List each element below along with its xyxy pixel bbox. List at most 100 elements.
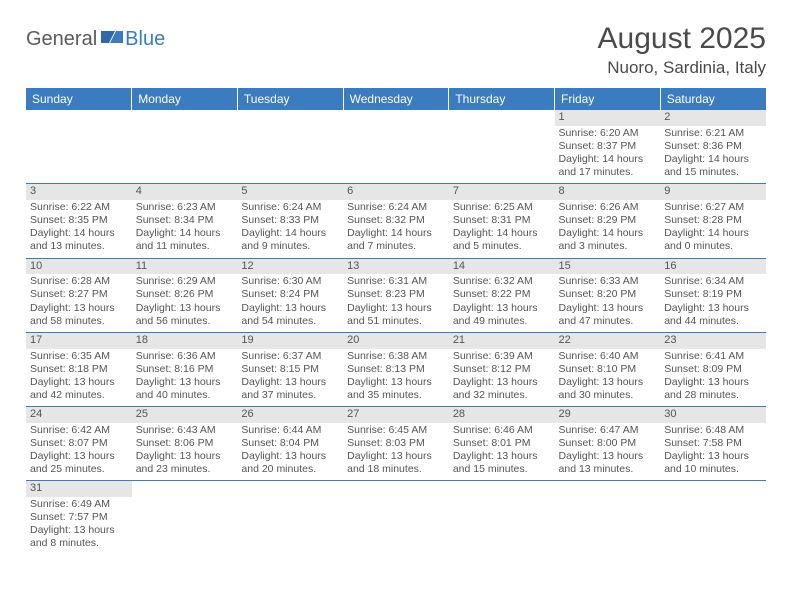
sunset-line: Sunset: 8:24 PM	[241, 288, 339, 301]
calendar-day-cell: 28Sunrise: 6:46 AMSunset: 8:01 PMDayligh…	[449, 407, 555, 481]
sunrise-line: Sunrise: 6:24 AM	[241, 201, 339, 214]
sunset-line: Sunset: 8:06 PM	[136, 437, 234, 450]
weekday-header: Thursday	[449, 88, 555, 110]
sunrise-line: Sunrise: 6:46 AM	[453, 424, 551, 437]
daylight-line: Daylight: 14 hours and 5 minutes.	[453, 227, 551, 253]
calendar-day-cell: 12Sunrise: 6:30 AMSunset: 8:24 PMDayligh…	[237, 258, 343, 332]
sunset-line: Sunset: 8:18 PM	[30, 363, 128, 376]
calendar-day-cell: 7Sunrise: 6:25 AMSunset: 8:31 PMDaylight…	[449, 184, 555, 258]
logo-text-blue: Blue	[125, 28, 165, 51]
sunset-line: Sunset: 8:19 PM	[664, 288, 762, 301]
calendar-day-cell: 18Sunrise: 6:36 AMSunset: 8:16 PMDayligh…	[132, 332, 238, 406]
calendar-day-cell	[449, 481, 555, 555]
day-number: 12	[237, 259, 343, 275]
day-number: 23	[660, 333, 766, 349]
weekday-header: Sunday	[26, 88, 132, 110]
daylight-line: Daylight: 13 hours and 56 minutes.	[136, 302, 234, 328]
daylight-line: Daylight: 13 hours and 54 minutes.	[241, 302, 339, 328]
sunset-line: Sunset: 7:57 PM	[30, 511, 128, 524]
day-number: 10	[26, 259, 132, 275]
daylight-line: Daylight: 13 hours and 49 minutes.	[453, 302, 551, 328]
day-number: 13	[343, 259, 449, 275]
calendar-day-cell: 3Sunrise: 6:22 AMSunset: 8:35 PMDaylight…	[26, 184, 132, 258]
sunrise-line: Sunrise: 6:48 AM	[664, 424, 762, 437]
sunrise-line: Sunrise: 6:24 AM	[347, 201, 445, 214]
month-title: August 2025	[598, 22, 766, 56]
calendar-day-cell: 17Sunrise: 6:35 AMSunset: 8:18 PMDayligh…	[26, 332, 132, 406]
calendar-day-cell: 24Sunrise: 6:42 AMSunset: 8:07 PMDayligh…	[26, 407, 132, 481]
calendar-page: General Blue August 2025 Nuoro, Sardinia…	[0, 0, 792, 555]
daylight-line: Daylight: 14 hours and 17 minutes.	[559, 153, 657, 179]
day-number: 2	[660, 110, 766, 126]
day-number: 19	[237, 333, 343, 349]
calendar-week-row: 17Sunrise: 6:35 AMSunset: 8:18 PMDayligh…	[26, 332, 766, 406]
sunset-line: Sunset: 8:31 PM	[453, 214, 551, 227]
sunrise-line: Sunrise: 6:21 AM	[664, 127, 762, 140]
daylight-line: Daylight: 13 hours and 25 minutes.	[30, 450, 128, 476]
day-number: 15	[555, 259, 661, 275]
calendar-day-cell: 21Sunrise: 6:39 AMSunset: 8:12 PMDayligh…	[449, 332, 555, 406]
calendar-day-cell: 23Sunrise: 6:41 AMSunset: 8:09 PMDayligh…	[660, 332, 766, 406]
calendar-day-cell	[660, 481, 766, 555]
calendar-day-cell: 6Sunrise: 6:24 AMSunset: 8:32 PMDaylight…	[343, 184, 449, 258]
sunset-line: Sunset: 8:03 PM	[347, 437, 445, 450]
calendar-day-cell	[132, 110, 238, 184]
daylight-line: Daylight: 13 hours and 44 minutes.	[664, 302, 762, 328]
daylight-line: Daylight: 13 hours and 28 minutes.	[664, 376, 762, 402]
daylight-line: Daylight: 14 hours and 3 minutes.	[559, 227, 657, 253]
calendar-day-cell	[343, 481, 449, 555]
calendar-day-cell: 29Sunrise: 6:47 AMSunset: 8:00 PMDayligh…	[555, 407, 661, 481]
day-number: 27	[343, 407, 449, 423]
sunrise-line: Sunrise: 6:26 AM	[559, 201, 657, 214]
logo-text-general: General	[26, 28, 97, 51]
day-number: 18	[132, 333, 238, 349]
calendar-week-row: 31Sunrise: 6:49 AMSunset: 7:57 PMDayligh…	[26, 481, 766, 555]
day-number: 5	[237, 184, 343, 200]
day-number: 21	[449, 333, 555, 349]
sunset-line: Sunset: 8:13 PM	[347, 363, 445, 376]
daylight-line: Daylight: 14 hours and 0 minutes.	[664, 227, 762, 253]
day-number: 24	[26, 407, 132, 423]
calendar-day-cell: 1Sunrise: 6:20 AMSunset: 8:37 PMDaylight…	[555, 110, 661, 184]
sunrise-line: Sunrise: 6:34 AM	[664, 275, 762, 288]
calendar-head: SundayMondayTuesdayWednesdayThursdayFrid…	[26, 88, 766, 110]
daylight-line: Daylight: 13 hours and 37 minutes.	[241, 376, 339, 402]
sunset-line: Sunset: 8:35 PM	[30, 214, 128, 227]
location: Nuoro, Sardinia, Italy	[598, 58, 766, 78]
sunrise-line: Sunrise: 6:47 AM	[559, 424, 657, 437]
sunrise-line: Sunrise: 6:23 AM	[136, 201, 234, 214]
sunset-line: Sunset: 8:37 PM	[559, 140, 657, 153]
sunrise-line: Sunrise: 6:29 AM	[136, 275, 234, 288]
day-number: 14	[449, 259, 555, 275]
calendar-day-cell: 14Sunrise: 6:32 AMSunset: 8:22 PMDayligh…	[449, 258, 555, 332]
day-number: 25	[132, 407, 238, 423]
sunrise-line: Sunrise: 6:22 AM	[30, 201, 128, 214]
sunrise-line: Sunrise: 6:31 AM	[347, 275, 445, 288]
sunrise-line: Sunrise: 6:40 AM	[559, 350, 657, 363]
sunrise-line: Sunrise: 6:38 AM	[347, 350, 445, 363]
weekday-header: Wednesday	[343, 88, 449, 110]
day-number: 22	[555, 333, 661, 349]
day-number: 6	[343, 184, 449, 200]
calendar-day-cell: 30Sunrise: 6:48 AMSunset: 7:58 PMDayligh…	[660, 407, 766, 481]
sunrise-line: Sunrise: 6:33 AM	[559, 275, 657, 288]
daylight-line: Daylight: 13 hours and 15 minutes.	[453, 450, 551, 476]
calendar-table: SundayMondayTuesdayWednesdayThursdayFrid…	[26, 88, 766, 555]
weekday-header: Saturday	[660, 88, 766, 110]
daylight-line: Daylight: 13 hours and 42 minutes.	[30, 376, 128, 402]
title-block: August 2025 Nuoro, Sardinia, Italy	[598, 22, 766, 78]
daylight-line: Daylight: 13 hours and 13 minutes.	[559, 450, 657, 476]
calendar-day-cell: 9Sunrise: 6:27 AMSunset: 8:28 PMDaylight…	[660, 184, 766, 258]
calendar-day-cell: 25Sunrise: 6:43 AMSunset: 8:06 PMDayligh…	[132, 407, 238, 481]
day-number: 20	[343, 333, 449, 349]
day-number: 29	[555, 407, 661, 423]
sunset-line: Sunset: 8:12 PM	[453, 363, 551, 376]
sunset-line: Sunset: 8:33 PM	[241, 214, 339, 227]
daylight-line: Daylight: 14 hours and 7 minutes.	[347, 227, 445, 253]
weekday-header: Friday	[555, 88, 661, 110]
calendar-day-cell: 27Sunrise: 6:45 AMSunset: 8:03 PMDayligh…	[343, 407, 449, 481]
calendar-day-cell: 15Sunrise: 6:33 AMSunset: 8:20 PMDayligh…	[555, 258, 661, 332]
sunrise-line: Sunrise: 6:27 AM	[664, 201, 762, 214]
sunrise-line: Sunrise: 6:20 AM	[559, 127, 657, 140]
day-number: 26	[237, 407, 343, 423]
